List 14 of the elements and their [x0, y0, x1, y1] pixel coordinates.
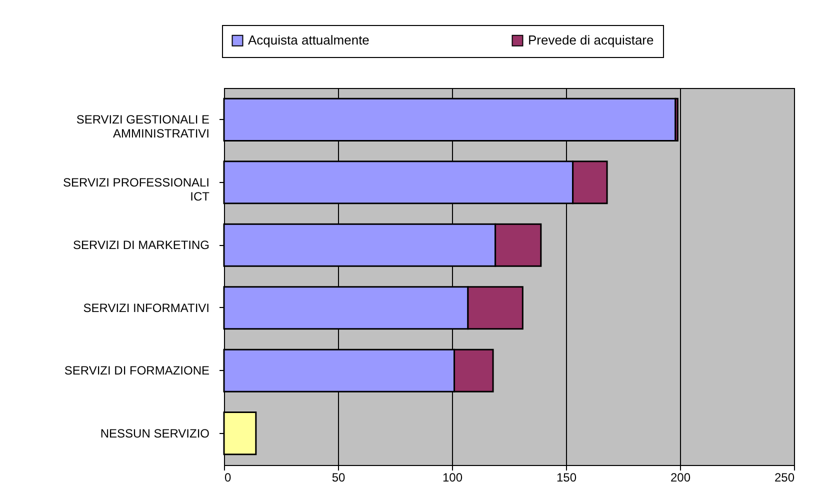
x-tick-label: 250 — [774, 470, 795, 484]
legend-label: Acquista attualmente — [248, 32, 370, 48]
y-tick-label: SERVIZI GESTIONALI E AMMINISTRATIVI — [76, 112, 210, 141]
y-tick-label: SERVIZI DI FORMAZIONE — [64, 364, 210, 378]
x-tick-label: 0 — [224, 470, 232, 484]
legend-label: Prevede di acquistare — [528, 32, 654, 48]
x-tick-label: 50 — [332, 470, 346, 484]
y-tick-label: SERVIZI DI MARKETING — [73, 238, 210, 252]
x-tick-label: 150 — [556, 470, 577, 484]
x-tick-label: 100 — [442, 470, 463, 484]
y-tick-label: SERVIZI PROFESSIONALI ICT — [63, 175, 210, 204]
x-tick-label: 200 — [670, 470, 691, 484]
y-tick-label: SERVIZI INFORMATIVI — [83, 300, 210, 315]
y-tick-label: NESSUN SERVIZIO — [100, 426, 210, 440]
